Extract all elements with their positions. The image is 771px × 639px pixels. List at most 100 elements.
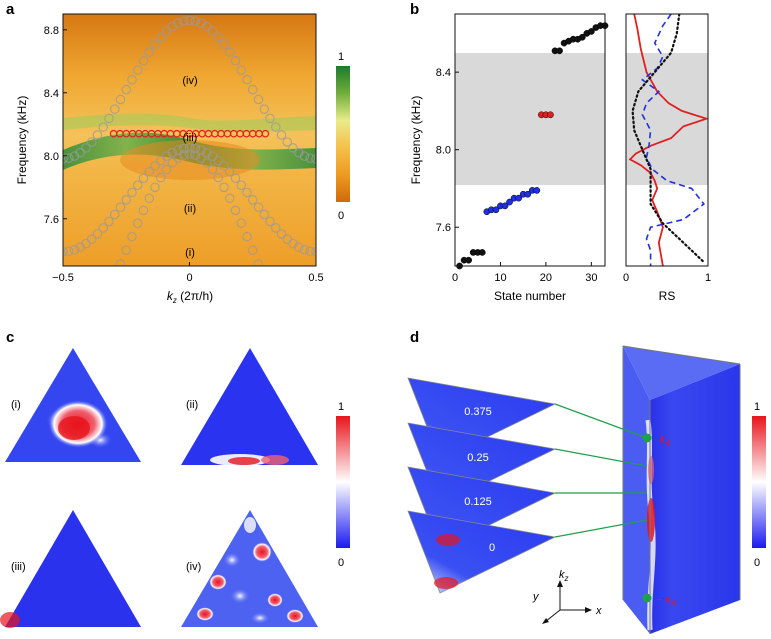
panel-a-plot: −0.5 0 0.5 7.6 8.0 8.4 8.8 (iv) (iii) (ii) (i)… xyxy=(15,13,350,350)
band-point xyxy=(272,298,280,306)
band-point xyxy=(138,205,149,216)
panel-letter-d: d xyxy=(410,329,419,346)
band-point xyxy=(92,229,103,239)
band-point xyxy=(312,342,320,350)
band-point xyxy=(98,223,109,233)
band-point xyxy=(138,173,149,184)
prism-front xyxy=(650,364,740,634)
band-point xyxy=(167,147,178,158)
state-point xyxy=(501,202,509,210)
band-point xyxy=(133,65,143,75)
band-point xyxy=(288,143,298,153)
prism-side xyxy=(623,346,650,634)
band-point xyxy=(144,193,155,204)
band-point xyxy=(184,143,195,153)
band-point xyxy=(213,155,224,166)
band-point xyxy=(230,56,241,66)
panel-c-colorbar-min: 0 xyxy=(338,557,344,569)
panel-d-colorbar-min: 0 xyxy=(754,557,760,569)
band-point xyxy=(81,143,91,153)
band-gap-left xyxy=(455,53,605,185)
band-point xyxy=(259,209,269,220)
band-point xyxy=(276,229,287,239)
band-point xyxy=(295,333,303,341)
band-point xyxy=(87,234,97,244)
band-point xyxy=(253,94,264,105)
band-point xyxy=(111,273,119,281)
band-point xyxy=(230,205,241,216)
state-point xyxy=(478,249,486,256)
band-point xyxy=(225,167,235,177)
panel-a-colorbar-max: 1 xyxy=(338,51,344,63)
panel-b-ylabel: Frequency (kHz) xyxy=(409,96,423,185)
panel-d-schematic: 0.375 0.25 0.125 0 kA − kA x y kz 1 0 xyxy=(407,345,766,634)
kA-label: kA xyxy=(660,434,671,448)
band-point xyxy=(121,245,132,256)
rs-curve xyxy=(641,14,706,266)
panel-c-maps: (i) (ii) (iii) (iv) xyxy=(0,348,350,628)
mode-map-ii: (ii) xyxy=(181,348,318,466)
band-point xyxy=(259,104,269,114)
band-point xyxy=(305,246,315,257)
panel-b-left-frame xyxy=(454,13,606,267)
band-point xyxy=(253,259,264,266)
minus-kA-marker xyxy=(642,593,652,603)
minus-kA-label: − kA xyxy=(656,594,676,608)
mode-label-iv: (iv) xyxy=(186,561,201,573)
panel-letter-a: a xyxy=(6,1,15,18)
band-point xyxy=(173,18,183,28)
b-ytick: 7.6 xyxy=(436,222,451,234)
band-point xyxy=(105,286,113,294)
band-point xyxy=(270,122,281,132)
panel-c-colorbar-max: 1 xyxy=(338,401,344,413)
band-point xyxy=(242,187,252,198)
b-xtick: 30 xyxy=(585,272,597,284)
band-point xyxy=(64,153,74,163)
mode-map-i: (i) xyxy=(5,348,141,462)
band-point xyxy=(179,143,189,154)
band-point xyxy=(144,47,155,57)
mode-map-iii: (iii) xyxy=(0,510,141,628)
band-point xyxy=(225,193,235,204)
band-point xyxy=(305,153,315,163)
a-ytick: 8.8 xyxy=(44,25,59,37)
panel-letter-c: c xyxy=(6,329,14,346)
axis-y-label: y xyxy=(532,591,540,603)
panel-c-colorbar xyxy=(336,416,350,548)
mode-label-ii: (ii) xyxy=(186,399,198,411)
panel-letter-b: b xyxy=(410,1,419,18)
band-point xyxy=(190,16,201,26)
band-point xyxy=(98,122,109,132)
band-point xyxy=(225,47,235,57)
band-point xyxy=(133,180,143,190)
panel-a-colorbar-min: 0 xyxy=(338,210,344,222)
band-point xyxy=(150,182,160,193)
a-xtick: 0.5 xyxy=(308,272,323,284)
axis-x-label: x xyxy=(595,605,602,617)
band-point xyxy=(282,137,292,147)
panel-b-plot: 0 10 20 30 7.6 8.0 8.4 0 1 Frequency (kHz) State… xyxy=(409,13,711,303)
a-ytick: 8.0 xyxy=(44,151,59,163)
band-point xyxy=(190,150,201,160)
band-point xyxy=(104,216,114,227)
band-point xyxy=(184,149,195,159)
band-point xyxy=(150,161,160,171)
band-point xyxy=(283,319,291,327)
slice-label-0: 0 xyxy=(489,542,495,554)
slice-0 xyxy=(407,510,557,594)
band-point xyxy=(93,309,101,317)
band-point xyxy=(253,202,264,212)
b-xtick: 10 xyxy=(494,272,506,284)
band-point xyxy=(156,172,166,183)
b-xtick: 0 xyxy=(452,272,458,284)
band-point xyxy=(150,39,160,49)
slice-label-025: 0.25 xyxy=(467,452,488,464)
band-point xyxy=(202,21,212,32)
axis-z-label: kz xyxy=(559,569,569,583)
slice-label-0125: 0.125 xyxy=(464,496,492,508)
panel-b-right-frame xyxy=(625,13,709,267)
band-point xyxy=(167,158,178,168)
panel-b-xlabel-left: State number xyxy=(494,289,566,303)
band-point xyxy=(92,130,103,140)
state-point xyxy=(578,33,586,41)
